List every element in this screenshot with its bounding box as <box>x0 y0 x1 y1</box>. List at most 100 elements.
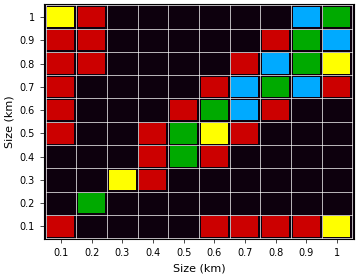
Bar <box>78 193 105 214</box>
Bar <box>109 7 136 27</box>
Bar <box>232 147 258 167</box>
Bar <box>201 193 228 214</box>
Bar <box>201 30 228 51</box>
Bar <box>262 193 289 214</box>
Bar <box>140 30 166 51</box>
Bar <box>293 53 320 74</box>
Bar <box>48 53 74 74</box>
Bar <box>109 170 136 190</box>
Bar <box>78 216 105 237</box>
Bar <box>170 100 197 120</box>
Bar <box>262 76 289 97</box>
Bar <box>232 123 258 144</box>
Bar <box>201 100 228 120</box>
Bar <box>48 100 74 120</box>
Bar <box>78 100 105 120</box>
Bar <box>170 76 197 97</box>
Bar <box>262 100 289 120</box>
Bar <box>140 76 166 97</box>
Bar <box>48 147 74 167</box>
Bar <box>109 76 136 97</box>
Bar <box>324 170 350 190</box>
Bar <box>201 216 228 237</box>
Bar <box>109 216 136 237</box>
Bar <box>78 147 105 167</box>
Bar <box>140 193 166 214</box>
Bar <box>48 170 74 190</box>
Bar <box>170 123 197 144</box>
Bar <box>262 30 289 51</box>
Bar <box>324 30 350 51</box>
Bar <box>140 53 166 74</box>
Bar <box>262 7 289 27</box>
Bar <box>78 123 105 144</box>
Bar <box>140 170 166 190</box>
Bar <box>262 53 289 74</box>
Bar <box>78 76 105 97</box>
Bar <box>232 53 258 74</box>
Bar <box>48 30 74 51</box>
Bar <box>201 170 228 190</box>
X-axis label: Size (km): Size (km) <box>173 264 225 274</box>
Bar <box>201 7 228 27</box>
Bar <box>232 30 258 51</box>
Bar <box>201 123 228 144</box>
Bar <box>170 30 197 51</box>
Bar <box>170 7 197 27</box>
Bar <box>293 30 320 51</box>
Bar <box>324 7 350 27</box>
Y-axis label: Size (km): Size (km) <box>4 95 14 148</box>
Bar <box>324 193 350 214</box>
Bar <box>293 170 320 190</box>
Bar <box>109 147 136 167</box>
Bar <box>78 7 105 27</box>
Bar <box>48 76 74 97</box>
Bar <box>201 76 228 97</box>
Bar <box>140 123 166 144</box>
Bar <box>324 147 350 167</box>
Bar <box>262 147 289 167</box>
Bar <box>232 100 258 120</box>
Bar <box>232 170 258 190</box>
Bar <box>140 7 166 27</box>
Bar <box>232 216 258 237</box>
Bar <box>232 76 258 97</box>
Bar <box>293 7 320 27</box>
Bar <box>293 100 320 120</box>
Bar <box>170 53 197 74</box>
Bar <box>170 170 197 190</box>
Bar <box>170 147 197 167</box>
Bar <box>170 193 197 214</box>
Bar <box>324 53 350 74</box>
Bar <box>262 216 289 237</box>
Bar <box>201 53 228 74</box>
Bar <box>324 100 350 120</box>
Bar <box>48 7 74 27</box>
Bar <box>78 30 105 51</box>
Bar <box>109 30 136 51</box>
Bar <box>232 193 258 214</box>
Bar <box>293 76 320 97</box>
Bar <box>293 123 320 144</box>
Bar <box>109 53 136 74</box>
Bar <box>109 193 136 214</box>
Bar <box>109 123 136 144</box>
Bar <box>293 147 320 167</box>
Bar <box>78 170 105 190</box>
Bar <box>170 216 197 237</box>
Bar <box>140 100 166 120</box>
Bar <box>48 193 74 214</box>
Bar <box>232 7 258 27</box>
Bar <box>293 216 320 237</box>
Bar <box>262 170 289 190</box>
Bar <box>48 123 74 144</box>
Bar <box>293 193 320 214</box>
Bar <box>48 216 74 237</box>
Bar <box>262 123 289 144</box>
Bar <box>324 123 350 144</box>
Bar <box>324 216 350 237</box>
Bar <box>140 216 166 237</box>
Bar <box>140 147 166 167</box>
Bar <box>78 53 105 74</box>
Bar <box>201 147 228 167</box>
